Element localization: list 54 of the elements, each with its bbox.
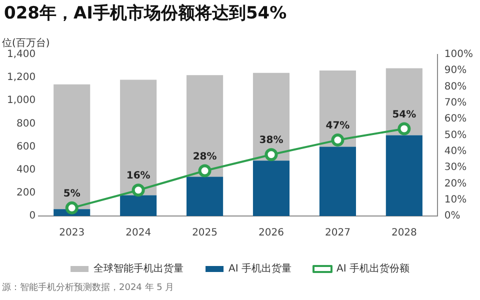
bar: [120, 80, 157, 196]
bar: [319, 70, 356, 147]
bar: [120, 195, 157, 216]
bar: [386, 68, 422, 136]
x-tick-label: 2024: [126, 228, 152, 239]
x-tick-label: 2023: [59, 228, 85, 239]
y2-tick-label: 50%: [444, 130, 467, 141]
bar: [319, 146, 356, 216]
y-tick-label: 800: [16, 118, 36, 130]
y2-tick-label: 30%: [444, 162, 467, 174]
data-label: 54%: [392, 109, 416, 120]
text: 源：智能手机分析预测数据，2024 年 5 月: [2, 282, 174, 293]
point: [331, 134, 344, 147]
y-tick-label: 600: [16, 141, 36, 152]
y-axis-title: 位(百万台): [2, 37, 50, 49]
point: [198, 164, 212, 178]
bar: [252, 160, 290, 216]
y2-tick-label: 60%: [444, 114, 467, 125]
y-tick-label: 1,400: [6, 48, 36, 60]
data-label: 47%: [326, 120, 350, 132]
legend-label: AI 手机出货份额: [336, 262, 410, 275]
x-tick-label: 2028: [391, 228, 417, 239]
y2-tick-label: 40%: [444, 146, 467, 157]
y2-tick-label: 0%: [444, 210, 460, 222]
x-tick-label: 2027: [324, 228, 350, 239]
y2-tick-label: 10%: [444, 194, 467, 206]
point: [264, 148, 278, 162]
y-tick-label: 200: [16, 188, 36, 199]
y2-tick-label: 80%: [444, 81, 467, 92]
y-tick-label: 1,200: [6, 72, 36, 84]
y-tick-label: 0: [29, 210, 36, 222]
legend-label: 全球智能手机出货量: [94, 262, 184, 275]
point: [398, 122, 411, 136]
y-tick-label: 400: [16, 164, 36, 176]
point: [132, 184, 145, 197]
bar: [186, 75, 224, 177]
y-tick-label: 1,000: [6, 95, 36, 106]
y2-tick-label: 90%: [444, 65, 467, 76]
chart-title: 028年，AI手机市场份额将达到54%: [4, 4, 287, 24]
point: [65, 201, 78, 214]
bar: [386, 135, 422, 216]
y2-tick-label: 20%: [444, 178, 467, 190]
x-tick-label: 2026: [258, 228, 284, 239]
y2-tick-label: 70%: [444, 97, 467, 108]
data-label: 38%: [259, 135, 284, 146]
bar: [252, 72, 290, 161]
y2-tick-label: 100%: [444, 48, 474, 60]
data-label: 28%: [192, 151, 217, 162]
x-tick-label: 2025: [192, 228, 218, 239]
data-label: 5%: [63, 188, 80, 200]
bar: [186, 176, 224, 216]
data-label: 16%: [126, 170, 150, 182]
legend-label: AI 手机出货量: [228, 262, 292, 275]
bar: [54, 84, 90, 210]
